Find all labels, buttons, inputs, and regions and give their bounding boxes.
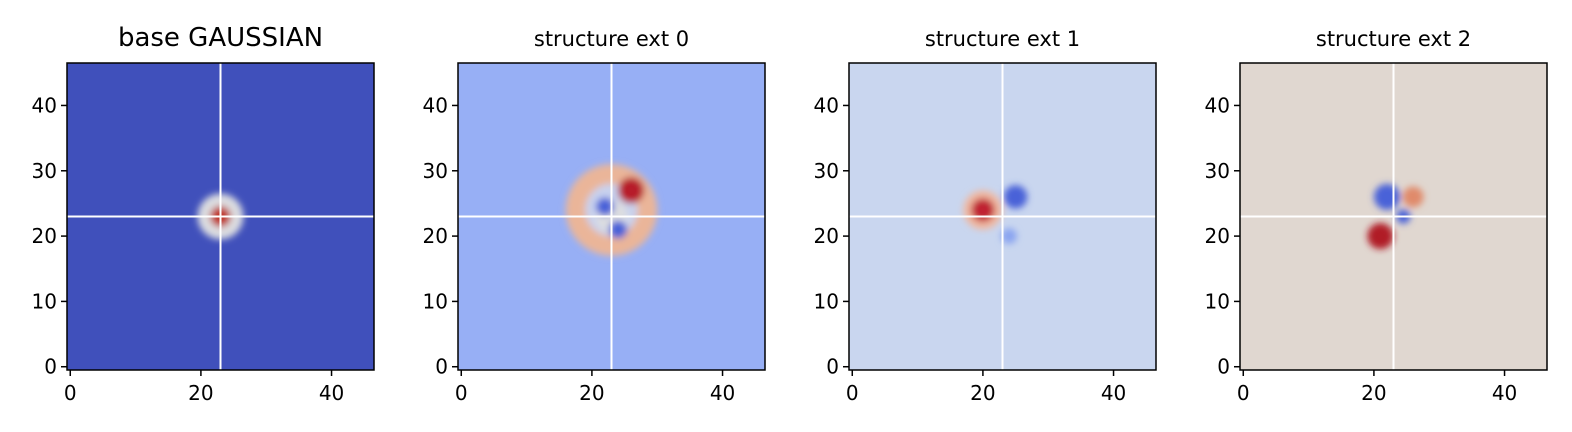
panel: structure ext 0 0 20 40 0 10 20 30 40	[423, 27, 766, 405]
blob	[1402, 186, 1424, 208]
panel-title: structure ext 2	[1316, 27, 1471, 51]
heatmap-image	[849, 63, 1156, 370]
y-tick-label: 30	[1205, 159, 1230, 183]
x-tick-label: 20	[1361, 381, 1386, 405]
y-tick-label: 30	[32, 159, 57, 183]
y-tick-label: 30	[814, 159, 839, 183]
blob	[618, 177, 645, 204]
panel-title: structure ext 1	[925, 27, 1080, 51]
x-tick-label: 40	[710, 381, 735, 405]
panel-title: base GAUSSIAN	[118, 23, 323, 53]
panel: structure ext 2 0 20 40 0 10 20 30 40	[1205, 27, 1548, 405]
y-tick-label: 10	[423, 289, 448, 313]
panel: base GAUSSIAN 0 20 40 0 10 20 30 40	[32, 23, 375, 405]
panel-title: structure ext 0	[534, 27, 689, 51]
blob	[595, 197, 615, 216]
x-tick-label: 0	[64, 381, 77, 405]
blob	[1001, 228, 1017, 244]
y-tick-label: 10	[32, 289, 57, 313]
x-tick-label: 20	[188, 381, 213, 405]
heatmap-image	[67, 63, 374, 370]
blob	[971, 198, 995, 222]
x-tick-label: 40	[1101, 381, 1126, 405]
y-tick-label: 0	[435, 355, 448, 379]
y-tick-label: 20	[423, 224, 448, 248]
axes-frame	[1239, 62, 1548, 371]
axes-frame	[848, 62, 1157, 371]
heatmap-image	[458, 63, 765, 370]
y-tick-label: 40	[32, 93, 57, 117]
y-tick-label: 10	[1205, 289, 1230, 313]
y-tick-label: 0	[1217, 355, 1230, 379]
x-tick-label: 0	[1237, 381, 1250, 405]
x-tick-label: 40	[319, 381, 344, 405]
y-tick-label: 20	[814, 224, 839, 248]
x-tick-label: 0	[846, 381, 859, 405]
blobs	[1367, 183, 1424, 250]
axes-frame	[457, 62, 766, 371]
x-tick-label: 0	[455, 381, 468, 405]
x-tick-label: 20	[579, 381, 604, 405]
panel: structure ext 1 0 20 40 0 10 20 30 40	[814, 27, 1157, 405]
blob	[1003, 185, 1028, 209]
y-tick-label: 40	[1205, 93, 1230, 117]
y-tick-label: 40	[423, 93, 448, 117]
blob	[1373, 183, 1401, 210]
y-tick-label: 30	[423, 159, 448, 183]
y-tick-label: 20	[32, 224, 57, 248]
y-tick-label: 0	[44, 355, 57, 379]
x-tick-label: 20	[970, 381, 995, 405]
axes-frame	[66, 62, 375, 371]
heatmap-image	[1240, 63, 1547, 370]
x-tick-label: 40	[1492, 381, 1517, 405]
blob	[608, 220, 628, 239]
y-tick-label: 40	[814, 93, 839, 117]
y-tick-label: 0	[826, 355, 839, 379]
y-tick-label: 20	[1205, 224, 1230, 248]
y-tick-label: 10	[814, 289, 839, 313]
blob	[1367, 223, 1394, 250]
